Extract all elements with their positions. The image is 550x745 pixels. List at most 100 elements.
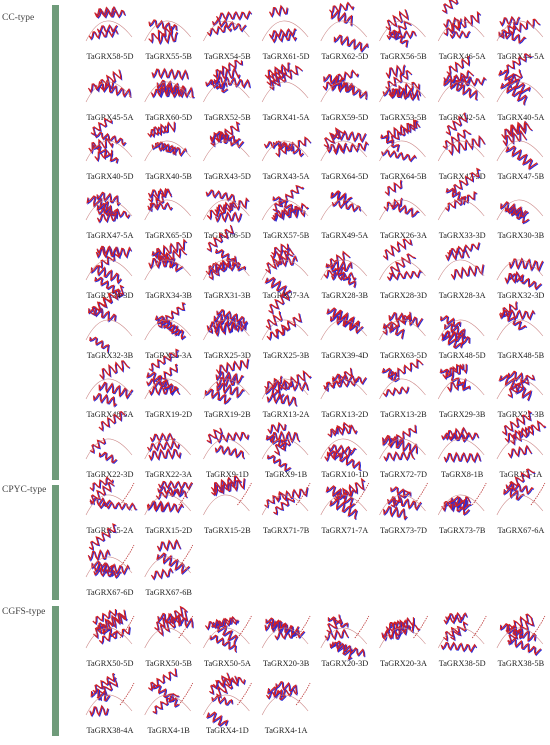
helix-red: [273, 313, 302, 339]
protein-label: TaGRX72-7D: [380, 470, 427, 479]
loop: [85, 378, 133, 400]
protein-label: TaGRX15-2D: [145, 526, 192, 535]
protein-label: TaGRX55-5B: [145, 52, 192, 61]
helix-red: [509, 420, 546, 445]
helix-red: [206, 711, 228, 726]
helix-blue: [267, 455, 292, 472]
protein-label: TaGRX31-3B: [204, 291, 251, 300]
protein-label: TaGRX28-3A: [439, 291, 486, 300]
helix-red: [92, 672, 115, 694]
helix-blue: [506, 146, 539, 171]
helix-blue: [327, 143, 348, 154]
protein-label: TaGRX9-1D: [206, 470, 249, 479]
protein-structure: [144, 538, 194, 581]
loop: [261, 438, 309, 460]
protein-structure: [261, 184, 310, 222]
protein-label: TaGRX48-5B: [498, 351, 545, 360]
loop: [144, 627, 191, 649]
loop: [496, 259, 544, 281]
protein-label: TaGRX60-5D: [145, 113, 192, 122]
protein-structure: [496, 257, 545, 291]
protein-label: TaGRX52-5B: [204, 113, 251, 122]
protein-label: TaGRX28-3D: [380, 291, 427, 300]
helix-blue: [91, 689, 111, 702]
helix-blue: [268, 422, 287, 435]
loop: [203, 81, 250, 103]
helix-red: [325, 263, 356, 288]
helix-red: [508, 273, 542, 290]
helix-red: [501, 312, 527, 330]
loop: [379, 319, 426, 341]
loop: [437, 259, 485, 281]
helix-red: [156, 248, 187, 265]
helix-red: [265, 250, 293, 274]
loop: [85, 140, 133, 162]
helix-red: [333, 34, 368, 53]
helix-blue: [444, 615, 464, 626]
protein-structure: [203, 475, 252, 516]
tail: [354, 615, 370, 639]
loop: [320, 259, 368, 281]
helix-red: [386, 269, 423, 281]
helix-red: [323, 127, 345, 149]
helix-red: [443, 21, 461, 36]
helix-blue: [383, 506, 408, 521]
protein-label: TaGRX57-5B: [263, 231, 310, 240]
helix-red: [265, 311, 283, 331]
protein-label: TaGRX71-7B: [263, 526, 310, 535]
helix-red: [212, 59, 243, 78]
helix-red: [98, 501, 137, 511]
helix-red: [381, 149, 417, 162]
helix-red: [505, 145, 538, 170]
helix-blue: [328, 251, 351, 269]
protein-structure: [437, 426, 485, 464]
helix-red: [156, 552, 190, 575]
helix-blue: [275, 631, 296, 641]
protein-label: TaGRX38-5B: [498, 659, 545, 668]
helix-red: [275, 681, 298, 694]
protein-label: TaGRX4-1A: [265, 726, 308, 735]
helix-red: [96, 212, 118, 223]
helix-red: [271, 379, 309, 392]
protein-structure: [261, 4, 309, 44]
helix-blue: [158, 31, 179, 46]
group-bar: [52, 5, 59, 480]
helix-red: [324, 628, 349, 641]
loop: [379, 20, 426, 42]
protein-structure: [437, 482, 487, 517]
helix-blue: [90, 438, 107, 454]
helix-red: [98, 626, 130, 644]
helix-red: [382, 238, 412, 261]
helix-red: [211, 695, 233, 705]
loop: [437, 627, 485, 649]
helix-blue: [98, 253, 122, 270]
protein-label: TaGRX71-7A: [321, 526, 368, 535]
helix-red: [388, 358, 423, 381]
helix-blue: [275, 255, 299, 268]
protein-label: TaGRX73-7D: [380, 526, 427, 535]
protein-structure: [261, 243, 309, 298]
helix-red: [210, 621, 238, 645]
loop: [85, 627, 133, 649]
helix-red: [386, 30, 417, 40]
protein-label: TaGRX40-5A: [497, 113, 544, 122]
helix-red: [382, 311, 412, 335]
helix-red: [274, 435, 291, 456]
protein-structure: [261, 482, 311, 516]
loop: [261, 199, 309, 221]
helix-blue: [508, 375, 536, 399]
protein-structure: [203, 358, 250, 406]
helix-blue: [443, 627, 461, 643]
helix-red: [89, 704, 109, 717]
protein-structure: [320, 190, 368, 221]
protein-label: TaGRX67-6D: [87, 588, 134, 597]
protein-label: TaGRX50-5D: [87, 659, 134, 668]
protein-label: TaGRX48-5A: [87, 410, 134, 419]
helix-red: [206, 224, 234, 252]
helix-red: [154, 315, 181, 336]
protein-structure: [261, 291, 309, 342]
protein-structure: [320, 367, 368, 400]
protein-structure: [144, 187, 191, 221]
helix-red: [215, 10, 252, 21]
loop: [203, 319, 250, 341]
